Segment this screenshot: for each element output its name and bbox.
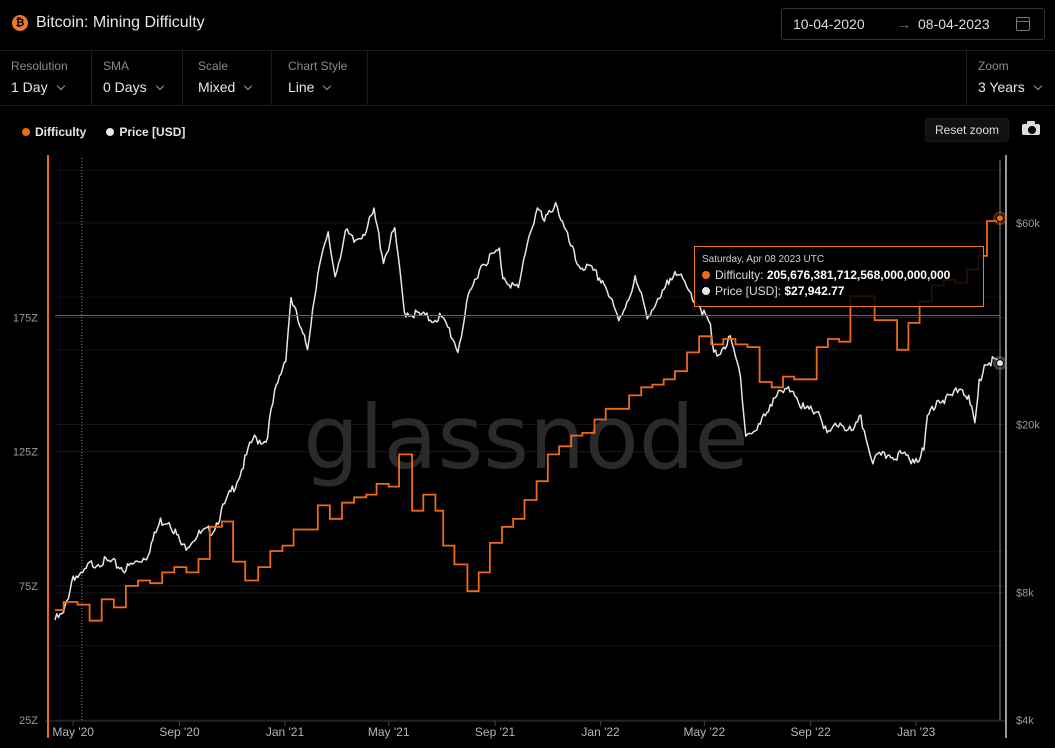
sma-select[interactable]: SMA 0 Days	[92, 51, 183, 105]
chart-style-value[interactable]: Line	[288, 79, 330, 95]
tooltip-price-dot	[702, 287, 710, 295]
right-axis-ticks: $4k $8k $20k $60k	[1016, 218, 1040, 727]
date-from-input[interactable]: 10-04-2020	[793, 16, 865, 32]
page-title: Bitcoin: Mining Difficulty	[36, 14, 205, 31]
scale-label: Scale	[198, 59, 229, 73]
zoom-label: Zoom	[978, 59, 1009, 73]
price-hover-marker	[996, 359, 1004, 368]
left-axis-ticks: 25Z 75Z 125Z 175Z	[13, 313, 38, 727]
tooltip-difficulty-value: 205,676,381,712,568,000,000,000	[766, 268, 951, 282]
legend-label-price: Price [USD]	[119, 125, 186, 139]
x-tick-label: Jan '22	[581, 725, 620, 739]
x-tick-label: May '21	[368, 725, 410, 739]
date-range-picker[interactable]: 10-04-2020 → 08-04-2023	[781, 8, 1045, 40]
camera-icon[interactable]	[1022, 121, 1040, 135]
tooltip-price-row: Price [USD]: $27,942.77	[702, 284, 844, 298]
left-tick-label: 25Z	[19, 715, 38, 727]
left-tick-label: 125Z	[13, 447, 38, 459]
scale-select[interactable]: Scale Mixed	[187, 51, 272, 105]
tooltip-difficulty-label: Difficulty:	[715, 268, 764, 282]
tooltip-price-label: Price [USD]:	[715, 284, 782, 298]
chart-legend: Difficulty Price [USD]	[22, 125, 185, 139]
header-bar: ₿ Bitcoin: Mining Difficulty 10-04-2020 …	[0, 0, 1055, 51]
price-legend-dot	[106, 128, 115, 136]
right-tick-label: $20k	[1016, 420, 1040, 432]
resolution-label: Resolution	[11, 59, 68, 73]
difficulty-legend-dot	[22, 128, 30, 136]
scale-value[interactable]: Mixed	[198, 79, 251, 95]
right-tick-label: $8k	[1016, 588, 1034, 600]
left-tick-label: 75Z	[19, 581, 38, 593]
resolution-select[interactable]: Resolution 1 Day	[0, 51, 92, 105]
x-tick-label: Sep '20	[159, 725, 200, 739]
x-tick-label: May '20	[52, 725, 94, 739]
chart-style-label: Chart Style	[288, 59, 348, 73]
difficulty-hover-marker	[996, 214, 1004, 223]
hover-tooltip: Saturday, Apr 08 2023 UTC Difficulty: 20…	[694, 246, 984, 307]
right-tick-label: $60k	[1016, 218, 1040, 230]
chart-title-group: ₿ Bitcoin: Mining Difficulty	[12, 14, 205, 32]
right-tick-label: $4k	[1016, 715, 1034, 727]
watermark-text: glassnode	[303, 386, 749, 489]
legend-item-difficulty[interactable]: Difficulty	[22, 125, 86, 139]
zoom-select[interactable]: Zoom 3 Years	[966, 51, 1055, 105]
camera-icon-lens	[1028, 126, 1036, 134]
chart-style-select[interactable]: Chart Style Line	[277, 51, 368, 105]
tooltip-price-value: $27,942.77	[784, 284, 845, 298]
series-layer	[54, 201, 1001, 622]
x-axis-ticks: May '20 Sep '20 Jan '21 May '21 Sep '21 Jan '…	[45, 155, 1007, 739]
x-tick-label: May '22	[683, 725, 725, 739]
calendar-icon[interactable]	[1016, 17, 1030, 31]
zoom-value[interactable]: 3 Years	[978, 79, 1041, 95]
difficulty-line	[55, 217, 1000, 622]
tooltip-date: Saturday, Apr 08 2023 UTC	[702, 254, 825, 265]
x-tick-label: Sep '22	[790, 725, 831, 739]
x-tick-label: Jan '21	[266, 725, 305, 739]
date-to-input[interactable]: 08-04-2023	[918, 16, 990, 32]
overlay-layer	[55, 160, 1007, 720]
sma-label: SMA	[103, 59, 130, 73]
legend-label-difficulty: Difficulty	[35, 125, 87, 139]
bitcoin-icon: ₿	[12, 15, 28, 31]
arrow-right-icon: →	[897, 16, 911, 32]
reset-zoom-button[interactable]: Reset zoom	[925, 118, 1009, 142]
resolution-value[interactable]: 1 Day	[11, 79, 64, 95]
legend-item-price[interactable]: Price [USD]	[106, 125, 185, 139]
x-tick-label: Jan '23	[897, 725, 936, 739]
chart-toolbar: Resolution 1 Day SMA 0 Days Scale Mixed …	[0, 51, 1055, 106]
tooltip-difficulty-dot	[702, 271, 710, 279]
x-tick-label: Sep '21	[475, 725, 516, 739]
tooltip-difficulty-row: Difficulty: 205,676,381,712,568,000,000,…	[702, 268, 950, 282]
sma-value[interactable]: 0 Days	[103, 79, 163, 95]
camera-icon-top	[1027, 121, 1035, 125]
left-tick-label: 175Z	[13, 313, 38, 325]
